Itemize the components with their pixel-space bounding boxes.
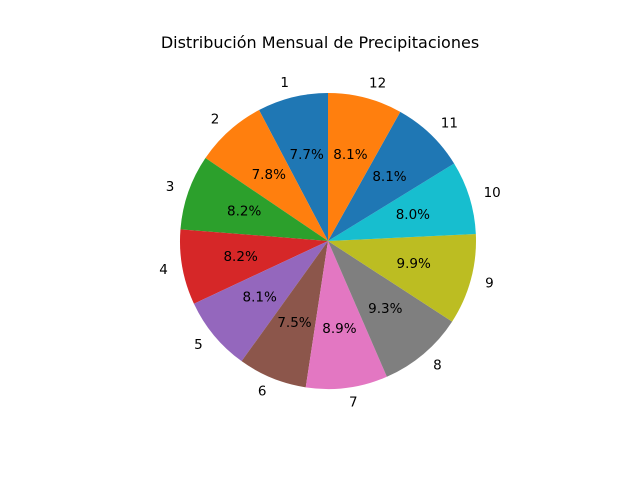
pie-slice-11 — [328, 111, 455, 241]
category-label-10: 10 — [484, 185, 501, 201]
percent-label-12: 8.1% — [333, 147, 367, 163]
percent-label-7: 8.9% — [322, 321, 356, 337]
category-label-12: 12 — [369, 75, 386, 91]
pie-slice-3 — [180, 158, 328, 241]
pie-slice-2 — [205, 110, 328, 241]
pie-slice-5 — [193, 241, 328, 362]
category-label-3: 3 — [166, 179, 175, 195]
chart-title: Distribución Mensual de Precipitaciones — [160, 33, 480, 52]
pie-slice-1 — [259, 93, 328, 241]
category-label-7: 7 — [349, 394, 358, 410]
pie-slice-8 — [328, 241, 453, 377]
pie-slice-7 — [305, 241, 387, 389]
category-label-5: 5 — [194, 337, 203, 353]
pie-slice-4 — [180, 229, 328, 304]
category-label-2: 2 — [211, 112, 220, 128]
pie-slices — [180, 93, 476, 389]
percent-label-1: 7.7% — [290, 147, 324, 163]
percent-label-6: 7.5% — [277, 315, 311, 331]
pie-slice-6 — [241, 241, 328, 388]
pie-slice-9 — [328, 234, 476, 322]
pie-labels: 1 7.7% 2 7.8% 3 8.2% 4 8.2% 5 8.1% 6 7.5% 7 8.9% 8 9.3%… — [159, 75, 501, 410]
percent-label-10: 8.0% — [396, 207, 430, 223]
category-label-9: 9 — [485, 276, 494, 292]
category-label-6: 6 — [258, 384, 267, 400]
category-label-1: 1 — [280, 75, 289, 91]
percent-label-4: 8.2% — [223, 249, 257, 265]
pie-slice-10 — [328, 163, 476, 241]
percent-label-5: 8.1% — [243, 290, 277, 306]
percent-label-9: 9.9% — [397, 256, 431, 272]
pie-slice-12 — [328, 93, 401, 241]
category-label-8: 8 — [433, 357, 442, 373]
percent-label-11: 8.1% — [372, 169, 406, 185]
category-label-11: 11 — [441, 116, 458, 132]
category-label-4: 4 — [159, 262, 168, 278]
percent-label-3: 8.2% — [227, 204, 261, 220]
percent-label-8: 9.3% — [368, 301, 402, 317]
percent-label-2: 7.8% — [252, 167, 286, 183]
